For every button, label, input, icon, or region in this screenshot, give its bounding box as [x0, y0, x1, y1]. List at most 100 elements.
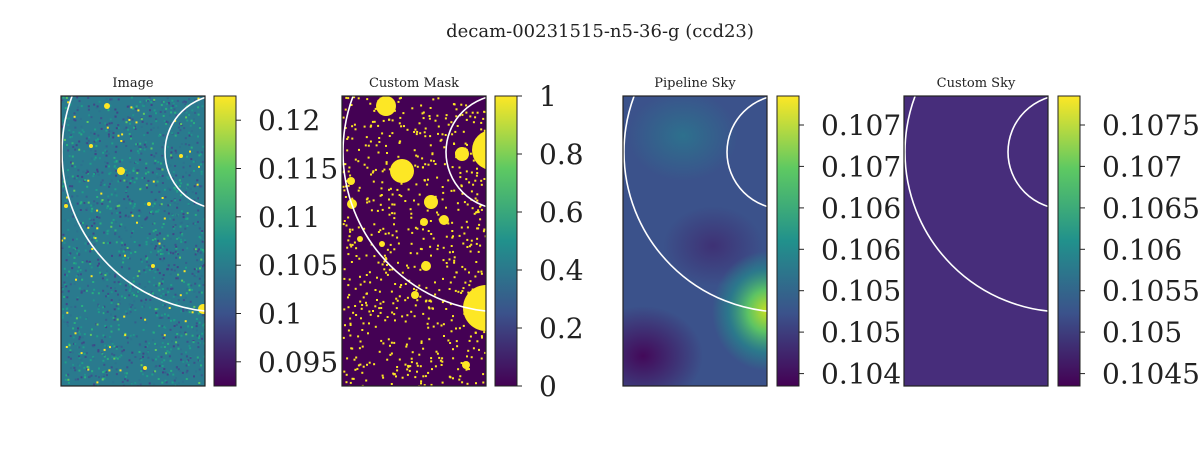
noise-pixel [175, 302, 178, 305]
noise-pixel [159, 168, 161, 171]
mask-pixel [434, 281, 436, 284]
mask-pixel [381, 170, 384, 173]
noise-pixel [148, 97, 151, 100]
mask-pixel [367, 144, 370, 147]
mask-pixel [347, 306, 350, 309]
noise-pixel [151, 358, 153, 361]
noise-pixel [176, 206, 179, 209]
mask-pixel [469, 250, 472, 253]
noise-pixel [186, 225, 189, 227]
noise-pixel [106, 206, 108, 209]
mask-pixel [391, 119, 394, 122]
mask-pixel [357, 97, 360, 100]
noise-pixel [169, 359, 172, 362]
mask-pixel [470, 171, 473, 174]
noise-pixel [115, 127, 118, 130]
mask-pixel [468, 245, 471, 248]
noise-pixel [98, 266, 101, 269]
noise-pixel [102, 151, 105, 154]
noise-pixel [176, 266, 179, 269]
mask-pixel [467, 291, 470, 294]
mask-pixel [462, 130, 465, 133]
noise-pixel [71, 165, 74, 168]
noise-pixel [81, 221, 84, 224]
bright-pixel [73, 189, 76, 192]
mask-pixel [381, 208, 384, 211]
noise-pixel [159, 133, 162, 136]
noise-pixel [77, 363, 80, 366]
mask-pixel [413, 149, 416, 152]
noise-pixel [157, 167, 160, 170]
mask-blob [455, 147, 469, 161]
noise-pixel [100, 200, 103, 203]
noise-pixel [126, 174, 128, 177]
mask-pixel [366, 363, 368, 366]
noise-pixel [185, 364, 188, 367]
mask-blob [376, 96, 396, 116]
noise-pixel [85, 318, 88, 320]
noise-pixel [198, 284, 201, 287]
noise-pixel [148, 280, 151, 283]
noise-pixel [97, 173, 100, 176]
bright-pixel [183, 270, 186, 273]
noise-pixel [162, 142, 165, 145]
colorbar-custom-mask: 10.80.60.40.20 [494, 80, 584, 403]
mask-pixel [355, 247, 358, 250]
noise-pixel [169, 217, 172, 220]
noise-pixel [66, 274, 68, 277]
bright-pixel [136, 221, 138, 224]
mask-pixel [476, 193, 479, 196]
bright-pixel [63, 138, 66, 141]
noise-pixel [98, 376, 100, 379]
noise-pixel [161, 365, 164, 367]
noise-pixel [111, 130, 114, 133]
noise-pixel [193, 361, 196, 364]
mask-pixel [430, 233, 433, 235]
noise-pixel [183, 281, 185, 283]
noise-pixel [135, 335, 138, 338]
bright-pixel [121, 133, 124, 136]
noise-pixel [75, 275, 78, 277]
mask-pixel [466, 246, 469, 248]
bright-pixel [101, 378, 104, 381]
mask-pixel [343, 189, 346, 192]
noise-pixel [195, 318, 198, 320]
noise-pixel [64, 107, 67, 110]
noise-pixel [116, 111, 119, 114]
mask-pixel [448, 251, 451, 254]
mask-pixel [347, 329, 350, 332]
noise-pixel [114, 108, 117, 111]
mask-pixel [376, 299, 378, 301]
mask-pixel [457, 290, 460, 293]
noise-pixel [73, 112, 76, 115]
noise-pixel [167, 102, 170, 104]
mask-pixel [450, 121, 453, 124]
noise-pixel [82, 170, 85, 173]
noise-pixel [145, 145, 148, 148]
noise-pixel [128, 198, 131, 201]
noise-pixel [93, 200, 96, 203]
mask-pixel [447, 339, 450, 342]
noise-pixel [138, 283, 141, 286]
noise-pixel [81, 129, 84, 132]
mask-pixel [370, 209, 373, 212]
noise-pixel [183, 100, 186, 103]
noise-pixel [124, 214, 127, 217]
noise-pixel [201, 265, 204, 268]
noise-pixel [70, 161, 72, 164]
noise-pixel [72, 246, 75, 249]
mask-pixel [343, 268, 346, 271]
noise-pixel [192, 341, 195, 344]
mask-pixel [349, 243, 352, 246]
mask-pixel [453, 142, 455, 145]
mask-pixel [458, 327, 461, 330]
noise-pixel [146, 256, 149, 259]
colorbar-tick-label: 0.11 [258, 201, 320, 234]
noise-pixel [162, 304, 164, 307]
mask-pixel [410, 212, 413, 215]
noise-pixel [80, 358, 83, 361]
noise-pixel [132, 170, 135, 172]
bright-pixel [128, 118, 131, 121]
noise-pixel [166, 176, 169, 179]
mask-pixel [443, 163, 446, 166]
